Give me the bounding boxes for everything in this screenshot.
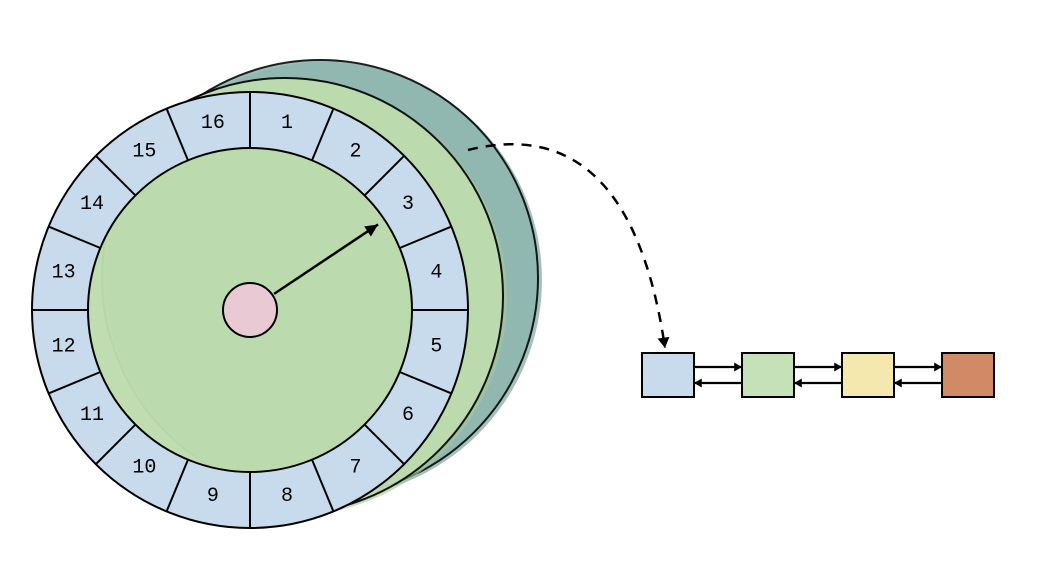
ring-label-7: 7 [350, 456, 362, 479]
chain-node-4 [942, 353, 994, 397]
node-chain [642, 353, 994, 397]
ring-label-13: 13 [52, 261, 76, 284]
chain-node-1 [642, 353, 694, 397]
ring-label-11: 11 [80, 404, 104, 427]
chain-node-2 [742, 353, 794, 397]
ring-label-12: 12 [52, 336, 76, 359]
ring-label-16: 16 [201, 112, 225, 135]
ring-hub [223, 283, 277, 337]
chain-arrow-2-fwd-head [834, 363, 842, 372]
ring-label-6: 6 [402, 404, 414, 427]
chain-arrow-1-fwd-head [734, 363, 742, 372]
ring-label-4: 4 [430, 261, 442, 284]
chain-node-3 [842, 353, 894, 397]
ring-label-8: 8 [281, 485, 293, 508]
ring-label-15: 15 [132, 141, 156, 164]
ring-label-10: 10 [132, 456, 156, 479]
ring-label-9: 9 [207, 485, 219, 508]
chain-arrow-3-fwd-head [934, 363, 942, 372]
chain-arrow-3-back-head [894, 379, 902, 388]
chain-arrow-2-back-head [794, 379, 802, 388]
connector-arrowhead [658, 337, 670, 348]
ring-label-2: 2 [350, 141, 362, 164]
ring-label-1: 1 [281, 112, 293, 135]
ring-label-3: 3 [402, 193, 414, 216]
ring-label-14: 14 [80, 193, 104, 216]
chain-arrow-1-back-head [694, 379, 702, 388]
ring-label-5: 5 [430, 336, 442, 359]
